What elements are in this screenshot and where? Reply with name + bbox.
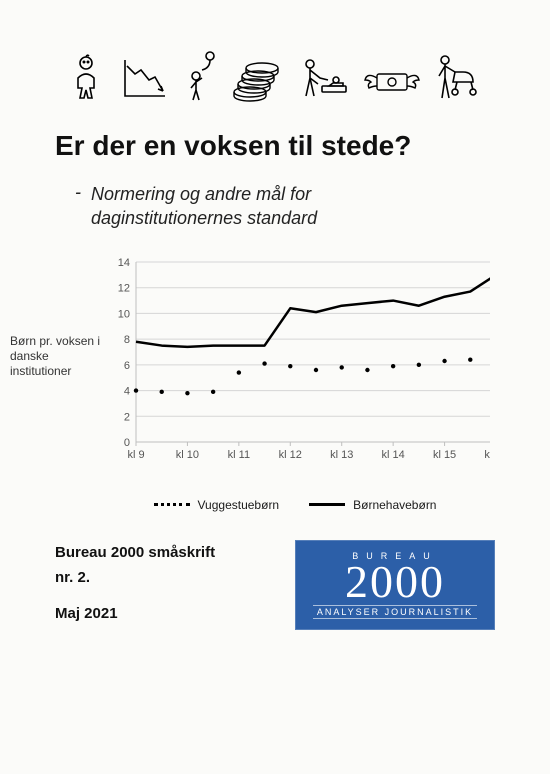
svg-text:12: 12	[118, 282, 130, 294]
svg-text:4: 4	[124, 385, 130, 397]
legend-marker-solid	[309, 503, 345, 506]
svg-text:10: 10	[118, 308, 130, 320]
legend-item-vuggestue: Vuggestuebørn	[154, 498, 280, 512]
svg-text:kl 16: kl 16	[484, 449, 490, 461]
legend-marker-dotted	[154, 503, 190, 506]
svg-text:kl 12: kl 12	[279, 449, 302, 461]
subtitle-row: - Normering og andre mål for daginstitut…	[75, 182, 495, 231]
page: Er der en voksen til stede? - Normering …	[0, 0, 550, 660]
svg-text:14: 14	[118, 257, 130, 269]
legend-label: Vuggestuebørn	[198, 498, 280, 512]
logo-main: 2000	[345, 559, 445, 605]
money-wings-icon	[363, 62, 421, 102]
legend-item-bornehave: Børnehavebørn	[309, 498, 436, 512]
subtitle-dash: -	[75, 182, 81, 231]
parent-stroller-icon	[433, 52, 485, 102]
page-title: Er der en voksen til stede?	[55, 130, 495, 162]
chart-y-label: Børn pr. voksen i danske institutioner	[10, 334, 110, 379]
svg-text:2: 2	[124, 411, 130, 423]
svg-text:kl 10: kl 10	[176, 449, 199, 461]
baby-icon	[65, 54, 107, 102]
svg-text:kl 15: kl 15	[433, 449, 456, 461]
logo: BUREAU 2000 ANALYSER JOURNALISTIK	[295, 540, 495, 630]
footer-text: Bureau 2000 småskrift nr. 2. Maj 2021	[55, 540, 215, 627]
legend-label: Børnehavebørn	[353, 498, 436, 512]
svg-text:kl 9: kl 9	[127, 449, 144, 461]
footer-line1: Bureau 2000 småskrift	[55, 540, 215, 566]
subtitle: Normering og andre mål for daginstitutio…	[91, 182, 391, 231]
svg-text:kl 13: kl 13	[330, 449, 353, 461]
diaper-change-icon	[296, 56, 350, 102]
icon-row	[55, 50, 495, 112]
footer-line2: nr. 2.	[55, 565, 215, 591]
declining-chart-icon	[119, 56, 169, 102]
chart: Børn pr. voksen i danske institutioner 0…	[55, 256, 495, 496]
footer-line3: Maj 2021	[55, 601, 215, 627]
svg-text:0: 0	[124, 437, 130, 449]
legend: Vuggestuebørn Børnehavebørn	[95, 498, 495, 512]
svg-text:kl 14: kl 14	[382, 449, 405, 461]
footer: Bureau 2000 småskrift nr. 2. Maj 2021 BU…	[55, 540, 495, 630]
coins-icon	[230, 58, 284, 102]
svg-text:6: 6	[124, 359, 130, 371]
svg-text:8: 8	[124, 334, 130, 346]
svg-text:kl 11: kl 11	[228, 449, 250, 461]
child-balloon-icon	[182, 50, 218, 102]
chart-svg: 0 2 4 6 8 10 12 14 kl 9 kl 10 kl 11 kl 12 kl 13 kl 14…	[110, 256, 490, 471]
logo-bottom: ANALYSER JOURNALISTIK	[313, 605, 477, 619]
